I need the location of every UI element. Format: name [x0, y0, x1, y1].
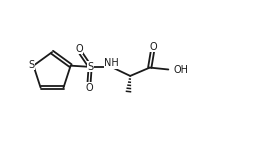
- Text: S: S: [87, 62, 93, 72]
- Text: S: S: [28, 60, 35, 70]
- Text: O: O: [75, 43, 83, 54]
- Text: O: O: [85, 83, 93, 93]
- Text: NH: NH: [104, 58, 119, 68]
- Text: OH: OH: [174, 65, 189, 75]
- Text: O: O: [150, 42, 157, 52]
